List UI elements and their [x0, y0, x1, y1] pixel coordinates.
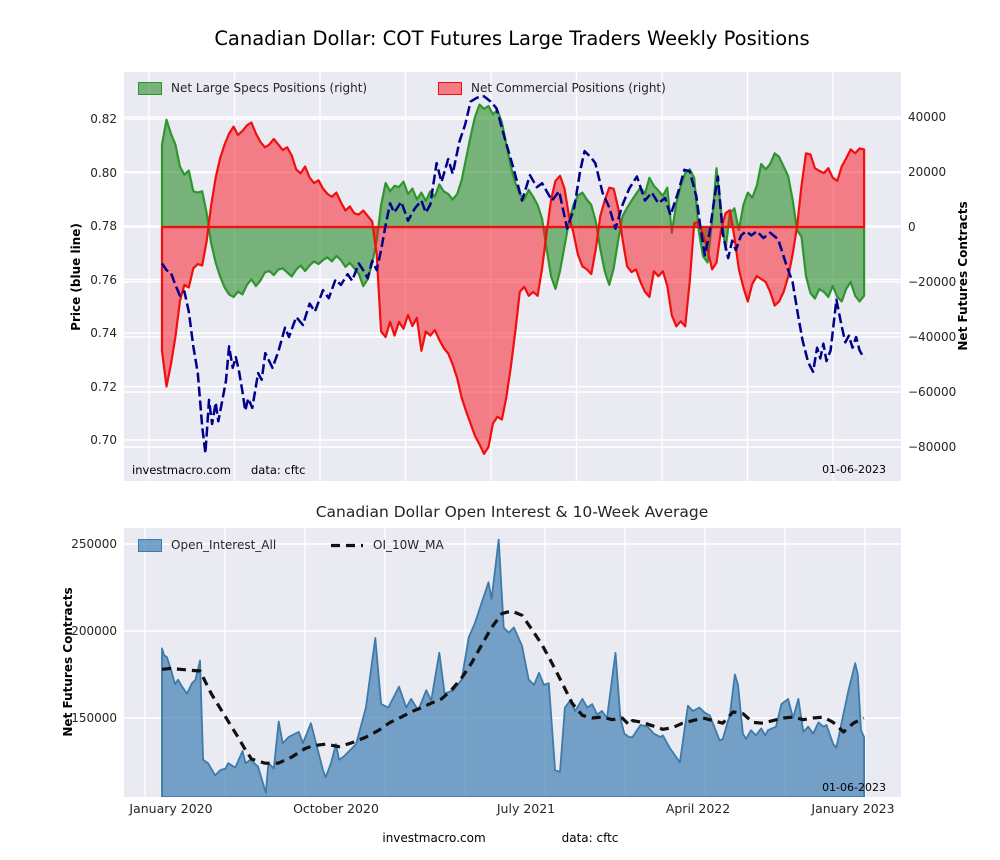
- top-right-axis-label: Net Futures Contracts: [956, 201, 970, 351]
- x-tick-label: January 2023: [811, 801, 895, 816]
- page-title: Canadian Dollar: COT Futures Large Trade…: [214, 27, 810, 50]
- net-commercials-edge: [160, 121, 866, 455]
- top-right-y-tick-label: −40000: [908, 330, 957, 344]
- footer-source: investmacro.com: [382, 831, 486, 845]
- legend-item-net-commercials: Net Commercial Positions (right): [438, 81, 666, 95]
- bottom-left-y-tick-label: 250000: [71, 537, 117, 551]
- report-date-top: 01-06-2023: [822, 463, 886, 476]
- red-area-swatch: [438, 81, 462, 95]
- top-left-y-tick-label: 0.74: [90, 326, 117, 340]
- watermark-data-source: data: cftc: [251, 463, 306, 477]
- blue-area-swatch: [138, 538, 162, 552]
- top-left-y-tick-label: 0.82: [90, 112, 117, 126]
- legend-label: OI_10W_MA: [373, 538, 444, 552]
- oi-10w-ma-line: [161, 609, 865, 765]
- top-chart-svg: [124, 72, 901, 481]
- top-right-y-tick-label: 40000: [908, 110, 947, 124]
- bottom-left-y-tick-label: 150000: [71, 711, 117, 725]
- legend-label: Net Large Specs Positions (right): [171, 81, 368, 95]
- x-tick-label: April 2022: [665, 801, 731, 816]
- top-right-y-tick-label: −60000: [908, 385, 957, 399]
- top-left-y-tick-label: 0.78: [90, 219, 117, 233]
- bottom-chart-svg: [124, 528, 901, 797]
- top-left-y-tick-label: 0.72: [90, 379, 117, 394]
- legend-item-oi-10w-ma: OI_10W_MA: [330, 538, 444, 552]
- bottom-chart-title: Canadian Dollar Open Interest & 10-Week …: [315, 503, 709, 521]
- top-right-y-tick-label: −80000: [908, 440, 957, 454]
- dashed-line-swatch: [331, 543, 363, 547]
- x-tick-label: October 2020: [293, 801, 379, 816]
- legend-item-net-large-specs: Net Large Specs Positions (right): [138, 81, 367, 95]
- green-area-swatch: [138, 81, 162, 95]
- legend-item-open-interest: Open_Interest_All: [138, 538, 276, 552]
- x-tick-label: July 2021: [496, 801, 556, 816]
- legend-label: Open_Interest_All: [171, 538, 277, 552]
- open-interest-edge: [161, 538, 865, 797]
- x-tick-label: January 2020: [129, 801, 213, 816]
- legend-label: Net Commercial Positions (right): [471, 81, 666, 95]
- top-right-y-tick-label: −20000: [908, 275, 957, 289]
- net-large-specs-area: [162, 104, 865, 302]
- top-left-y-tick-label: 0.76: [90, 272, 117, 287]
- bottom-left-y-tick-label: 200000: [71, 624, 117, 638]
- top-right-y-tick-label: 0: [908, 220, 916, 234]
- net-commercials-area: [162, 122, 865, 454]
- watermark-source: investmacro.com: [132, 463, 231, 477]
- report-date-bottom: 01-06-2023: [822, 781, 886, 794]
- price-line: [160, 95, 866, 455]
- top-right-y-tick-label: 20000: [908, 165, 947, 179]
- bottom-chart-plot-area: [124, 528, 901, 797]
- top-left-y-tick-label: 0.70: [90, 433, 117, 447]
- top-left-y-tick-label: 0.80: [90, 165, 117, 180]
- open-interest-area: [162, 539, 865, 797]
- footer-data-source: data: cftc: [561, 831, 619, 845]
- top-chart-plot-area: [124, 72, 901, 481]
